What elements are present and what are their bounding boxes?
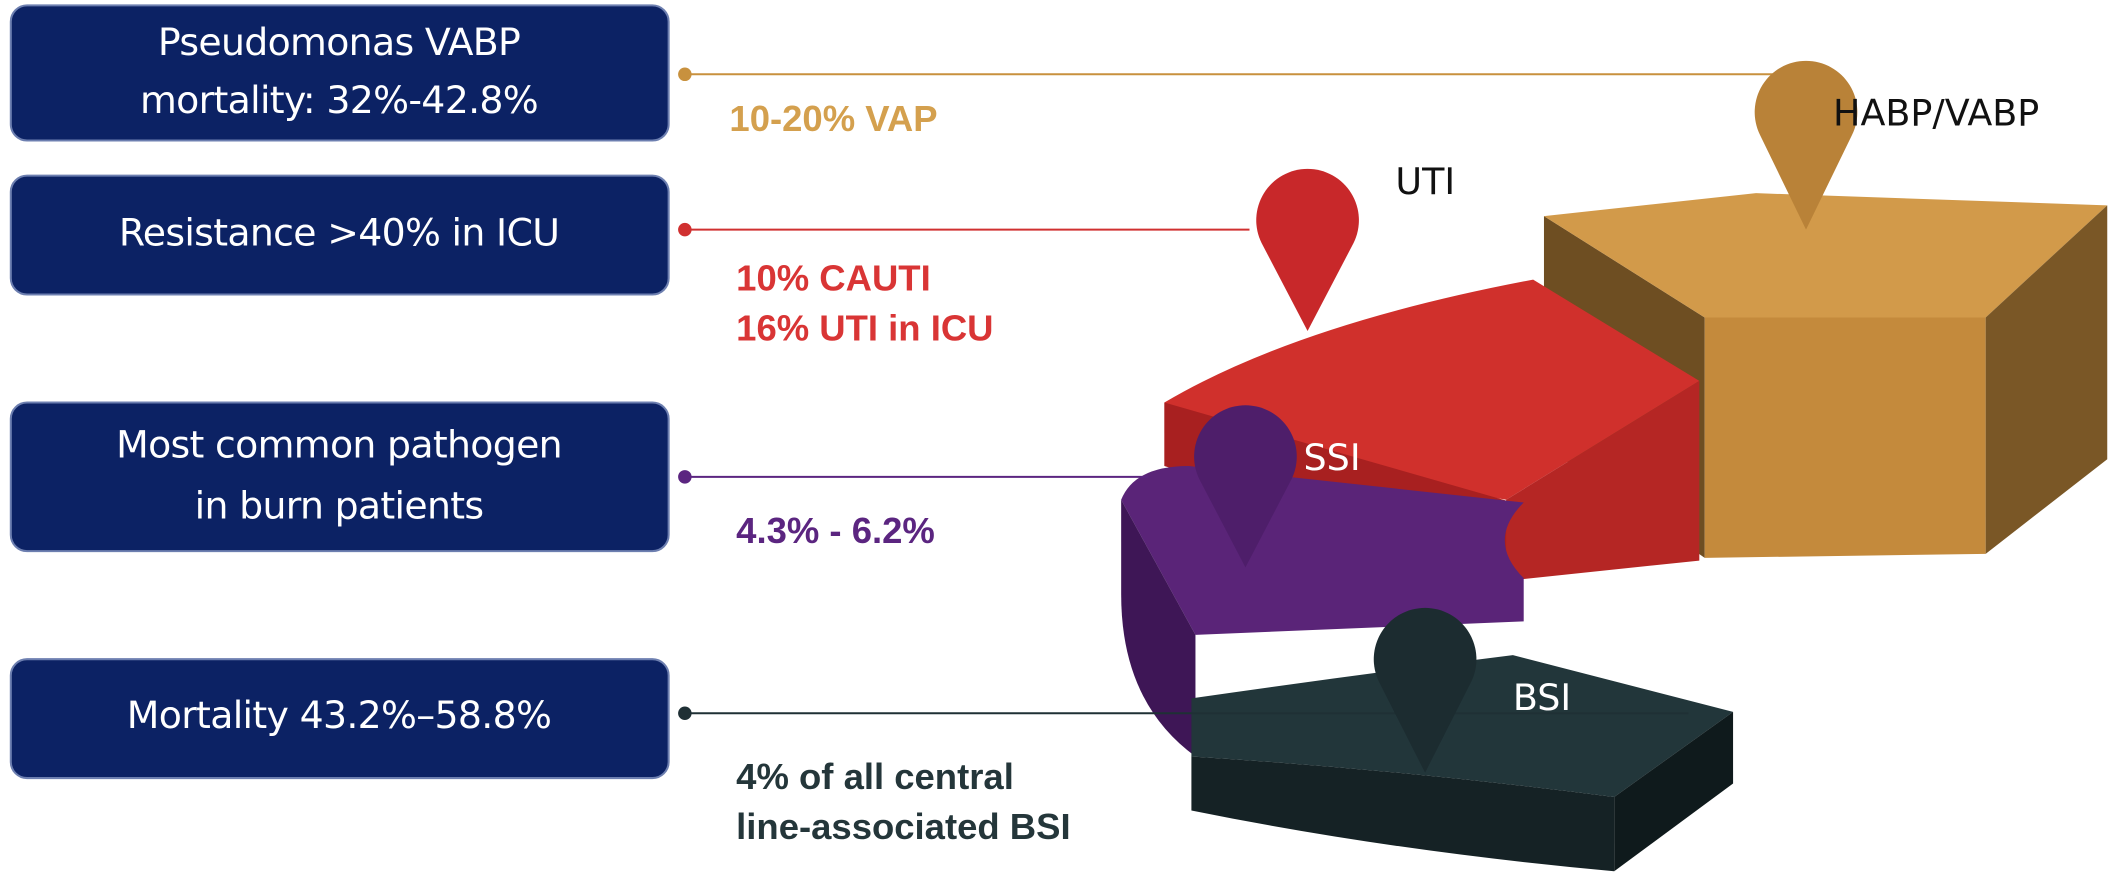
box-text: Most common pathogen: [116, 423, 562, 467]
box-text: Pseudomonas VABP: [158, 20, 520, 64]
segment-label: HABP/VABP: [1833, 91, 2039, 134]
segment-label: SSI: [1304, 436, 1361, 479]
infographic: Pseudomonas VABP mortality: 32%-42.8% Re…: [0, 0, 2118, 877]
stat: 4.3% - 6.2%: [736, 510, 935, 551]
segment-label: BSI: [1513, 676, 1571, 719]
stat: line-associated BSI: [736, 806, 1070, 847]
stat: 16% UTI in ICU: [736, 308, 993, 349]
connector-dot: [678, 470, 692, 484]
stat: 10-20% VAP: [729, 98, 937, 139]
stat: 10% CAUTI: [736, 258, 931, 299]
connector-dot: [678, 706, 692, 720]
box-text: Mortality 43.2%–58.8%: [127, 693, 552, 737]
segment-label: UTI: [1395, 160, 1455, 203]
box-text: Resistance >40% in ICU: [119, 211, 559, 255]
box-text: mortality: 32%-42.8%: [140, 78, 538, 122]
box-text: in burn patients: [195, 483, 484, 527]
connector-dot: [678, 68, 692, 82]
connector-dot: [678, 223, 692, 237]
segment-front: [1705, 317, 1986, 557]
canvas: Pseudomonas VABP mortality: 32%-42.8% Re…: [11, 5, 2107, 871]
stat: 4% of all central: [736, 756, 1014, 797]
pin: [1256, 169, 1359, 331]
